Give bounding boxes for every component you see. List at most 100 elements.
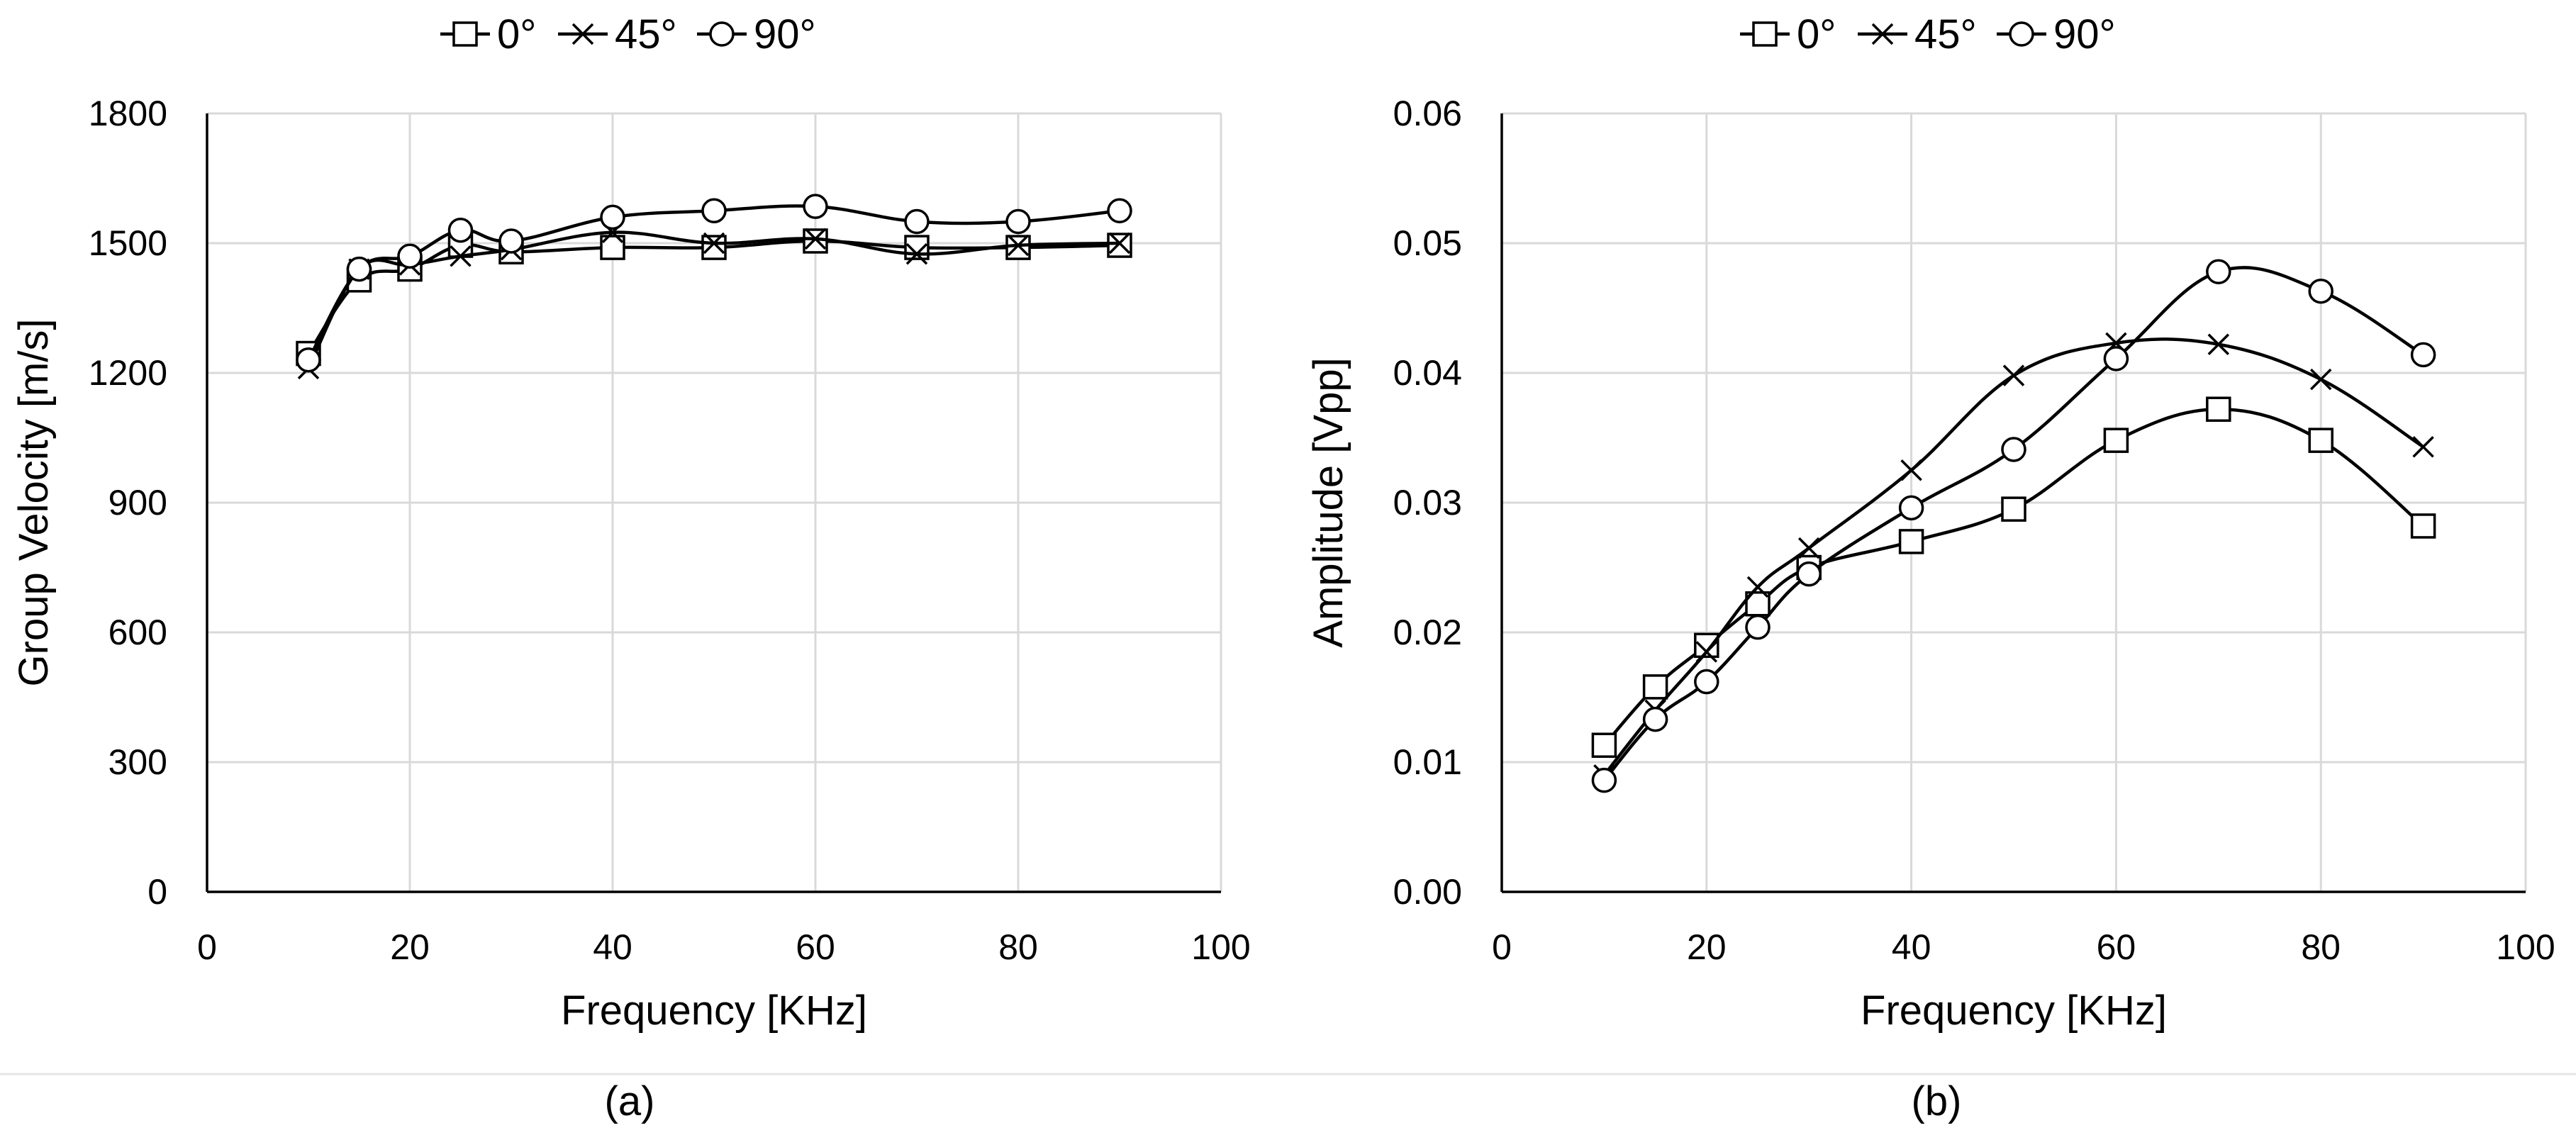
panel-b-y-tick-label: 0.03 bbox=[1393, 483, 1462, 522]
panel-a-data-point-x bbox=[804, 228, 827, 250]
panel-a-legend: 0° 45° 90° bbox=[440, 11, 816, 57]
panel-b-caption: (b) bbox=[1912, 1078, 1962, 1124]
panel-a-series-circle bbox=[296, 194, 1132, 373]
panel-b-y-axis-title: Amplitude [Vpp] bbox=[1305, 357, 1351, 647]
panel-b-data-point-circle bbox=[2308, 278, 2334, 304]
panel-b-series-line-circle bbox=[1602, 266, 2424, 782]
panel-a-data-point-circle bbox=[346, 256, 372, 282]
panel-a-y-tick-label: 1800 bbox=[89, 94, 167, 133]
panel-b-data-point-square bbox=[2308, 428, 2334, 453]
panel-b-y-tick-label: 0.02 bbox=[1393, 613, 1462, 652]
panel-a-data-point-square bbox=[1005, 235, 1031, 260]
panel-b-data-point-x bbox=[1797, 537, 1820, 559]
panel-b-x-tick-label: 80 bbox=[2301, 927, 2341, 967]
panel-b-legend-label-circle: 90° bbox=[2053, 11, 2116, 57]
panel-a-legend-label-circle: 90° bbox=[754, 11, 816, 57]
panel-a-y-axis-title: Group Velocity [m/s] bbox=[11, 319, 57, 687]
panel-b-data-point-circle bbox=[1745, 614, 1771, 640]
panel-b-data-point-circle bbox=[2206, 259, 2231, 285]
panel-a-series-line-square bbox=[307, 239, 1120, 354]
panel-b-data-point-square bbox=[1898, 529, 1924, 554]
panel-b-x-tick-label: 100 bbox=[2496, 927, 2555, 967]
panel-b-y-tick-label: 0.04 bbox=[1393, 353, 1462, 393]
panel-a-x-tick-label: 100 bbox=[1191, 927, 1250, 967]
panel-a-y-tick-label: 300 bbox=[108, 742, 167, 782]
panel-a-x-axis-title: Frequency [KHz] bbox=[561, 988, 867, 1034]
panel-a-data-point-circle bbox=[1107, 198, 1132, 223]
panel-a-legend-marker-x bbox=[571, 23, 594, 45]
panel-a-data-point-square bbox=[701, 235, 727, 260]
panel-a-data-point-circle bbox=[701, 198, 727, 223]
panel-b-y-tick-label: 0.05 bbox=[1393, 223, 1462, 263]
panel-a-y-tick-label: 900 bbox=[108, 483, 167, 522]
panel-a-x-tick-label: 60 bbox=[796, 927, 835, 967]
panel-a-y-tick-label: 600 bbox=[108, 613, 167, 652]
panel-b-data-point-x bbox=[1746, 576, 1769, 598]
panel-b-data-point-square bbox=[2103, 428, 2129, 453]
panel-a-y-tick-label: 0 bbox=[147, 872, 167, 912]
panel-a-data-point-circle bbox=[904, 208, 930, 235]
panel-b-data-point-circle bbox=[2001, 437, 2026, 462]
panel-b-legend-label-x: 45° bbox=[1914, 11, 1977, 57]
panel-b-legend-label-square: 0° bbox=[1797, 11, 1836, 57]
panel-a-legend-label-square: 0° bbox=[497, 11, 536, 57]
panel-b-x-tick-label: 40 bbox=[1892, 927, 1931, 967]
panel-b-x-tick-label: 20 bbox=[1687, 927, 1727, 967]
panel-a-data-point-circle bbox=[447, 217, 474, 243]
panel-a-data-point-circle bbox=[498, 228, 524, 254]
panel-b-data-point-square bbox=[2206, 396, 2231, 422]
panel-b-x-tick-label: 0 bbox=[1492, 927, 1512, 967]
panel-a-y-tick-label: 1200 bbox=[89, 353, 167, 393]
panel-a-x-tick-label: 80 bbox=[998, 927, 1038, 967]
panel-b-legend-marker-x bbox=[1871, 23, 1894, 45]
panel-b-data-point-x bbox=[2207, 333, 2230, 355]
panel-a-data-point-x bbox=[450, 245, 472, 267]
panel-a-series-line-circle bbox=[307, 204, 1120, 361]
panel-a-data-point-circle bbox=[397, 243, 423, 269]
panel-a-x-tick-label: 0 bbox=[197, 927, 217, 967]
panel-b-data-point-x bbox=[2309, 368, 2332, 391]
panel-a-data-point-x bbox=[1007, 234, 1030, 257]
panel-b-y-tick-label: 0.06 bbox=[1393, 94, 1462, 133]
panel-a-x-tick-label: 20 bbox=[390, 927, 430, 967]
panel-a-caption: (a) bbox=[605, 1078, 655, 1124]
panel-b-data-point-circle bbox=[1796, 561, 1822, 587]
panel-a-legend-marker-square bbox=[452, 21, 478, 47]
panel-b-data-point-square bbox=[1591, 732, 1617, 758]
panel-a-data-point-x bbox=[703, 232, 725, 255]
panel-b-data-point-circle bbox=[1642, 706, 1668, 732]
panel-a-data-point-circle bbox=[1005, 208, 1031, 235]
panel-a-data-point-x bbox=[905, 243, 928, 265]
panel-a-data-point-circle bbox=[600, 204, 625, 230]
panel-a-series-line-x bbox=[306, 230, 1120, 369]
panel-b-data-point-circle bbox=[1694, 669, 1719, 695]
panel-b-series-circle bbox=[1591, 259, 2436, 793]
panel-a-legend-label-x: 45° bbox=[615, 11, 677, 57]
panel-b-legend-marker-square bbox=[1752, 21, 1778, 47]
panel-a-data-point-x bbox=[1108, 232, 1131, 255]
panel-b-data-point-x bbox=[1695, 641, 1718, 663]
panel-b-data-point-square bbox=[2410, 513, 2436, 539]
panel-a-legend-marker-circle bbox=[709, 21, 735, 47]
panel-b-data-point-circle bbox=[2410, 342, 2436, 368]
panel-b-series-line-x bbox=[1602, 337, 2424, 776]
panel-b-legend-marker-circle bbox=[2009, 21, 2034, 47]
panel-b-x-axis-title: Frequency [KHz] bbox=[1861, 988, 2167, 1034]
panel-b-data-point-x bbox=[2412, 436, 2434, 458]
panel-a-data-point-circle bbox=[803, 194, 828, 219]
panel-b-data-point-circle bbox=[1591, 767, 1617, 793]
panel-b-chart: 0.00 0.01 0.02 0.03 0.04 0.05 0.06 0 20 40 60 80 100… bbox=[1305, 11, 2555, 1034]
panel-a-chart: 0 300 600 900 1200 1500 1800 0 20 40 60 80 100 Freque… bbox=[11, 11, 1251, 1034]
panel-b-data-point-circle bbox=[2103, 346, 2129, 371]
panel-a-x-tick-label: 40 bbox=[593, 927, 632, 967]
panel-a-y-tick-label: 1500 bbox=[89, 223, 167, 263]
panel-b-x-tick-label: 60 bbox=[2097, 927, 2136, 967]
panel-b-data-point-square bbox=[1642, 674, 1668, 700]
panel-b-data-point-square bbox=[2001, 496, 2026, 522]
panel-a-data-point-circle bbox=[296, 347, 321, 373]
panel-b-series-x bbox=[1593, 332, 2434, 786]
panel-b-y-tick-label: 0.01 bbox=[1393, 742, 1462, 782]
panel-b-legend: 0° 45° 90° bbox=[1740, 11, 2116, 57]
panel-a-data-point-square bbox=[1107, 233, 1132, 258]
